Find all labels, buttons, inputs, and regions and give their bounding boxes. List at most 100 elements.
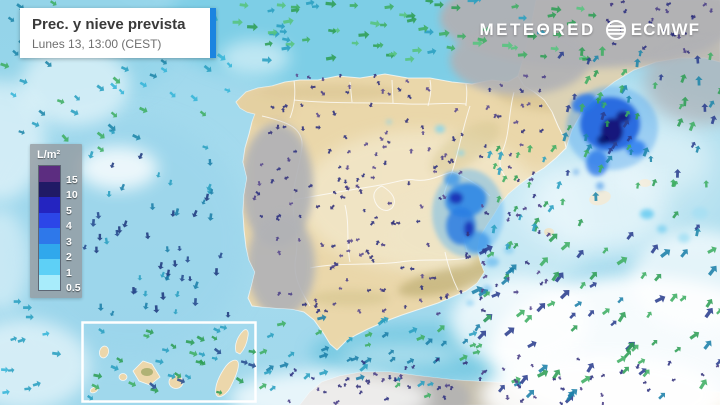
wind-arrow	[202, 144, 209, 151]
wind-arrow	[328, 27, 337, 35]
wind-arrow	[149, 203, 156, 211]
wind-arrow	[411, 364, 416, 369]
wind-arrow	[551, 271, 560, 282]
wind-arrow	[536, 369, 549, 378]
precipitation-cell	[692, 207, 708, 219]
wind-arrow	[364, 331, 373, 338]
wind-arrow	[520, 128, 526, 134]
wind-arrow	[370, 258, 375, 263]
wind-arrow	[137, 275, 143, 281]
wind-arrow	[284, 176, 289, 181]
wind-arrow	[404, 118, 409, 123]
wind-arrow	[475, 343, 483, 349]
wind-arrow	[376, 80, 381, 86]
wind-arrow	[491, 291, 501, 298]
wind-arrow	[624, 110, 631, 118]
wind-arrow	[646, 388, 651, 393]
wind-arrow	[631, 344, 639, 352]
wind-arrow	[177, 245, 183, 252]
wind-arrow	[315, 204, 321, 209]
wind-arrow	[625, 342, 635, 353]
wind-arrow	[119, 183, 126, 191]
wind-arrow	[392, 377, 398, 382]
wind-arrow	[681, 96, 689, 107]
wind-arrow	[203, 64, 212, 72]
wind-arrow	[301, 302, 308, 307]
wind-arrow	[674, 346, 681, 353]
wind-arrow	[507, 165, 513, 170]
wind-arrow	[537, 29, 546, 36]
wind-arrow	[294, 73, 299, 78]
wind-arrow	[635, 363, 640, 370]
wind-arrow	[374, 215, 379, 220]
wind-arrow	[375, 41, 384, 49]
legend-value: 15	[66, 173, 78, 186]
tenerife-highlands	[141, 368, 153, 376]
wind-arrow	[442, 194, 447, 200]
wind-arrow	[339, 194, 346, 200]
wind-arrow	[592, 192, 600, 201]
wind-arrow	[478, 154, 484, 159]
wind-arrow	[524, 260, 531, 266]
wind-arrow	[319, 369, 329, 376]
wind-arrow	[457, 170, 463, 175]
wind-arrow	[287, 399, 291, 404]
wind-arrow	[444, 383, 451, 389]
wind-arrow	[628, 149, 634, 156]
wind-arrow	[593, 69, 600, 78]
wind-arrow	[369, 254, 374, 260]
wind-arrow	[602, 247, 609, 254]
wind-arrow	[276, 250, 282, 256]
wind-arrow	[566, 19, 577, 27]
wind-arrow	[345, 90, 350, 95]
wind-arrow	[620, 0, 626, 4]
striped-globe-icon	[605, 20, 626, 40]
wind-arrow	[325, 0, 337, 9]
wind-arrow	[477, 376, 483, 382]
wind-arrow	[674, 169, 682, 178]
wind-arrow	[281, 44, 291, 52]
legend-swatch	[39, 212, 60, 228]
wind-arrow	[320, 90, 326, 96]
wind-arrow	[586, 362, 595, 373]
wind-arrow	[319, 242, 325, 247]
wind-arrow	[471, 285, 483, 295]
wind-arrow	[317, 314, 327, 322]
wind-arrow	[435, 357, 440, 363]
wind-arrow	[169, 91, 176, 98]
wind-arrow	[595, 97, 601, 104]
wind-arrow	[532, 193, 537, 199]
wind-arrow	[95, 211, 102, 219]
wind-arrow	[626, 135, 633, 142]
wind-arrow	[669, 293, 678, 303]
wind-arrow	[380, 88, 386, 94]
wind-arrow	[157, 261, 164, 270]
wind-arrow	[394, 382, 401, 389]
wind-arrow	[618, 84, 626, 93]
wind-arrow	[621, 366, 629, 375]
wind-arrow	[311, 3, 320, 10]
wind-arrow	[527, 340, 537, 349]
wind-arrow	[650, 17, 655, 22]
wind-arrow	[462, 338, 468, 345]
wind-arrow	[110, 111, 118, 118]
wind-arrow	[198, 351, 206, 358]
wind-arrow	[408, 326, 418, 334]
wind-arrow	[438, 196, 443, 201]
wind-arrow	[185, 338, 195, 346]
wind-arrow	[424, 28, 434, 36]
wind-arrow	[93, 372, 103, 380]
wind-arrow	[434, 1, 444, 9]
wind-arrow	[425, 338, 433, 346]
wind-arrow	[548, 233, 558, 243]
wind-arrow	[660, 249, 671, 258]
wind-arrow	[208, 188, 215, 195]
wind-arrow	[287, 351, 295, 358]
wind-arrow	[318, 351, 329, 359]
wind-arrow	[153, 305, 160, 313]
wind-arrow	[405, 55, 415, 63]
map-timestamp: Lunes 13, 13:00 (CEST)	[32, 36, 162, 51]
wind-arrow	[187, 276, 193, 282]
